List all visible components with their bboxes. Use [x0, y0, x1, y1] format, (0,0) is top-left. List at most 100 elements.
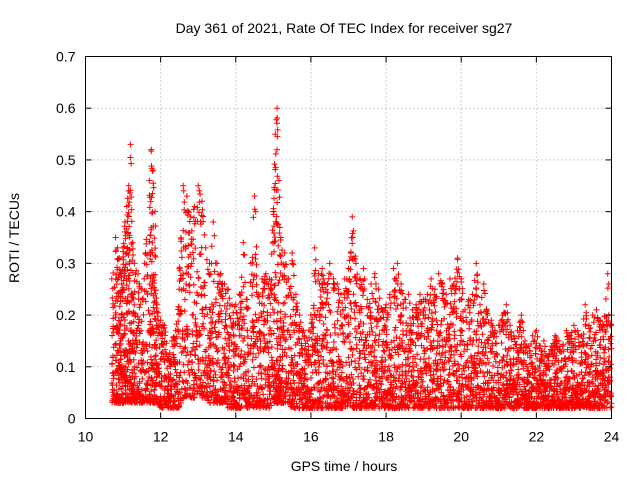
- data-point: [222, 335, 229, 342]
- data-point: [451, 290, 458, 297]
- data-point: [272, 269, 279, 276]
- data-point: [152, 287, 159, 294]
- data-point: [173, 321, 180, 328]
- data-point: [473, 260, 480, 267]
- grid-lines: [85, 56, 612, 419]
- data-point: [152, 352, 159, 359]
- data-point: [371, 337, 378, 344]
- data-point: [155, 371, 162, 378]
- data-point: [152, 271, 159, 278]
- data-point: [175, 318, 182, 325]
- data-point: [348, 345, 355, 352]
- data-point: [273, 120, 280, 127]
- data-point: [277, 308, 284, 315]
- data-point: [146, 177, 153, 184]
- data-point: [316, 317, 323, 324]
- data-point: [126, 272, 133, 279]
- data-point: [131, 288, 138, 295]
- data-point: [276, 230, 283, 237]
- data-point: [123, 282, 130, 289]
- data-point: [454, 362, 461, 369]
- data-point: [479, 331, 486, 338]
- data-point: [500, 353, 507, 360]
- data-point: [240, 313, 247, 320]
- data-point: [156, 343, 163, 350]
- data-point: [151, 252, 158, 259]
- data-point: [124, 366, 131, 373]
- data-point: [191, 381, 198, 388]
- data-point: [132, 313, 139, 320]
- data-point: [334, 317, 341, 324]
- data-point: [189, 312, 196, 319]
- data-point: [129, 257, 136, 264]
- data-point: [147, 198, 154, 205]
- data-point: [251, 193, 258, 200]
- data-point: [271, 161, 278, 168]
- data-point: [405, 291, 412, 298]
- data-point: [441, 303, 448, 310]
- data-point: [289, 260, 296, 267]
- data-point: [151, 315, 158, 322]
- data-point: [152, 341, 159, 348]
- data-point: [123, 325, 130, 332]
- data-point: [237, 292, 244, 299]
- data-point: [151, 235, 158, 242]
- data-point: [347, 345, 354, 352]
- data-point: [356, 355, 363, 362]
- data-point: [118, 280, 125, 287]
- data-point: [124, 266, 131, 273]
- data-point: [109, 295, 116, 302]
- data-point: [349, 240, 356, 247]
- data-point: [183, 193, 190, 200]
- data-point: [128, 241, 135, 248]
- data-point: [113, 281, 120, 288]
- data-point: [148, 194, 155, 201]
- data-point: [454, 255, 461, 262]
- data-point: [324, 295, 331, 302]
- data-point: [446, 366, 453, 373]
- data-point: [153, 308, 160, 315]
- data-point: [341, 339, 348, 346]
- data-point: [128, 160, 135, 167]
- data-point: [398, 281, 405, 288]
- data-point: [197, 250, 204, 257]
- data-point: [252, 311, 259, 318]
- data-point: [349, 375, 356, 382]
- data-point: [437, 321, 444, 328]
- data-point: [126, 223, 133, 230]
- data-point: [353, 345, 360, 352]
- data-point: [162, 373, 169, 380]
- data-point: [372, 390, 379, 397]
- data-point: [137, 301, 144, 308]
- data-point: [128, 218, 135, 225]
- data-point: [289, 250, 296, 257]
- data-point: [338, 322, 345, 329]
- data-point: [249, 356, 256, 363]
- data-point: [180, 227, 187, 234]
- data-point: [209, 301, 216, 308]
- data-point: [429, 315, 436, 322]
- data-point: [200, 213, 207, 220]
- data-point: [126, 246, 133, 253]
- data-point: [130, 318, 137, 325]
- data-point: [272, 273, 279, 280]
- data-point: [270, 330, 277, 337]
- data-point: [528, 360, 535, 367]
- data-point: [154, 362, 161, 369]
- data-point: [568, 354, 575, 361]
- data-point: [161, 359, 168, 366]
- data-point: [148, 146, 155, 153]
- data-point: [128, 206, 135, 213]
- data-point: [120, 256, 127, 263]
- data-point: [157, 317, 164, 324]
- data-point: [152, 290, 159, 297]
- data-point: [114, 298, 121, 305]
- data-point: [378, 381, 385, 388]
- data-point: [120, 314, 127, 321]
- data-point: [190, 281, 197, 288]
- data-point: [485, 359, 492, 366]
- data-point: [137, 367, 144, 374]
- data-point: [134, 325, 141, 332]
- data-point: [141, 275, 148, 282]
- data-point: [194, 268, 201, 275]
